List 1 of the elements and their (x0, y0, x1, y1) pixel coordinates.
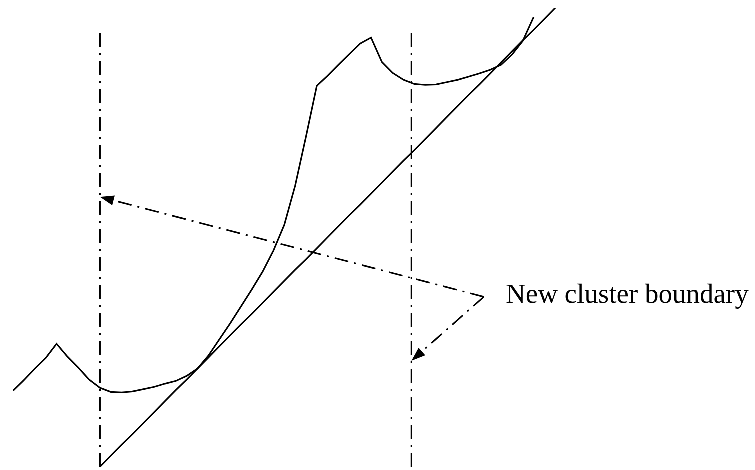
annotation: New cluster boundary (506, 278, 750, 309)
